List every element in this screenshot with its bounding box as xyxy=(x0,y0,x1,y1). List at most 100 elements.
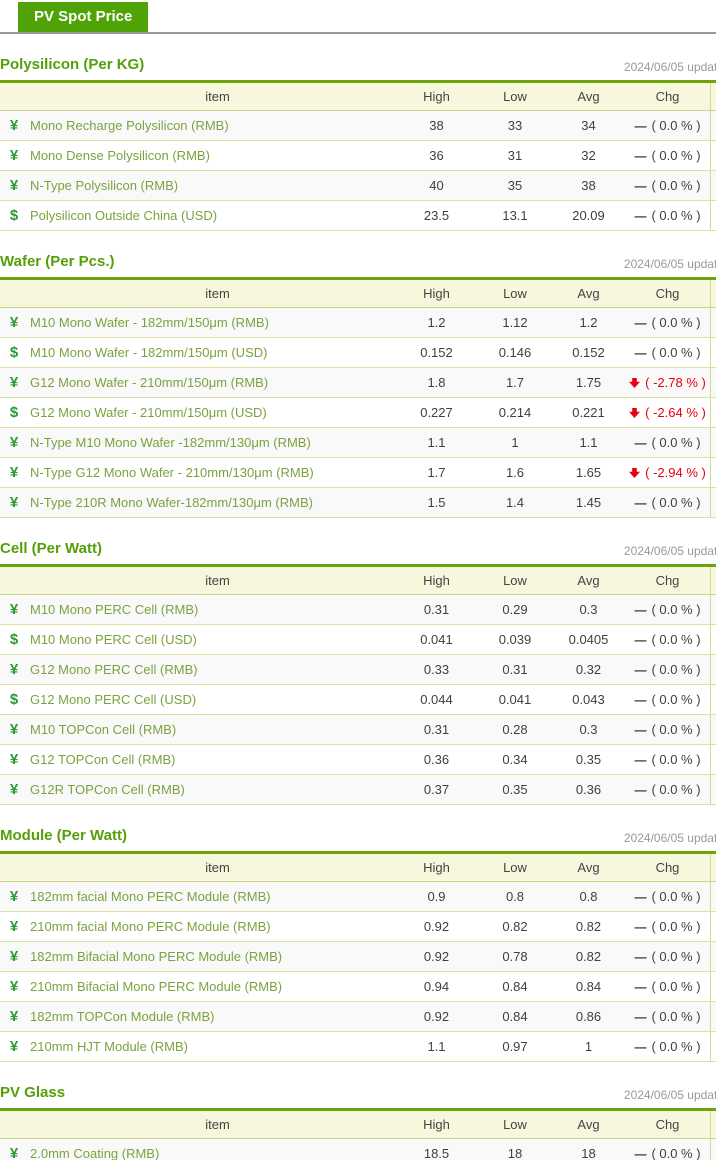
avg-value: 0.84 xyxy=(575,979,602,994)
low-value: 33 xyxy=(507,118,523,133)
currency-icon: ¥ xyxy=(9,781,19,798)
low-value: 0.146 xyxy=(498,345,532,360)
item-cell: ¥ 182mm Bifacial Mono PERC Module (RMB) xyxy=(0,948,395,965)
high-value: 0.94 xyxy=(423,979,450,994)
update-date: 2024/06/05 update xyxy=(623,544,716,558)
high-value: 0.9 xyxy=(427,889,446,904)
column-header-low: Low xyxy=(503,286,527,301)
clipped-column xyxy=(710,1111,716,1138)
price-section: Module (Per Watt) 2024/06/05 update item… xyxy=(0,826,716,1062)
chg-text: ( 0.0 % ) xyxy=(651,919,701,934)
chg-text: ( 0.0 % ) xyxy=(651,315,701,330)
flat-dash-icon: — xyxy=(634,315,647,330)
table-row: ¥ 210mm Bifacial Mono PERC Module (RMB) … xyxy=(0,972,716,1002)
clipped-column xyxy=(710,338,716,367)
chg-cell: — ( 0.0 % ) xyxy=(625,662,710,677)
chg-text: ( 0.0 % ) xyxy=(651,782,701,797)
price-table: item High Low Avg Chg ¥ Mono Recharge Po… xyxy=(0,80,716,231)
item-label: G12 TOPCon Cell (RMB) xyxy=(30,752,176,767)
chg-text: ( 0.0 % ) xyxy=(651,632,701,647)
chg-text: ( 0.0 % ) xyxy=(651,435,701,450)
currency-icon: $ xyxy=(9,691,19,708)
avg-value: 0.3 xyxy=(579,602,598,617)
low-value: 31 xyxy=(507,148,523,163)
item-cell: ¥ Mono Recharge Polysilicon (RMB) xyxy=(0,117,395,134)
table-row: $ G12 Mono PERC Cell (USD) 0.044 0.041 0… xyxy=(0,685,716,715)
price-table: item High Low Avg Chg ¥ 182mm facial Mon… xyxy=(0,851,716,1062)
chg-cell: — ( 0.0 % ) xyxy=(625,889,710,904)
down-arrow-icon xyxy=(629,407,641,418)
chg-cell: — ( 0.0 % ) xyxy=(625,495,710,510)
low-value: 0.039 xyxy=(498,632,532,647)
chg-text: ( 0.0 % ) xyxy=(651,1146,701,1160)
clipped-column xyxy=(710,368,716,397)
flat-dash-icon: — xyxy=(634,722,647,737)
table-body: ¥ 2.0mm Coating (RMB) 18.5 18 18 — ( 0.0… xyxy=(0,1139,716,1160)
table-row: ¥ Mono Recharge Polysilicon (RMB) 38 33 … xyxy=(0,111,716,141)
high-value: 0.152 xyxy=(420,345,453,360)
table-row: ¥ 182mm facial Mono PERC Module (RMB) 0.… xyxy=(0,882,716,912)
avg-value: 0.32 xyxy=(575,662,602,677)
table-row: ¥ N-Type G12 Mono Wafer - 210mm/130μm (R… xyxy=(0,458,716,488)
low-value: 18 xyxy=(507,1146,523,1160)
table-header-row: item High Low Avg Chg xyxy=(0,854,716,882)
item-label: M10 Mono PERC Cell (USD) xyxy=(30,632,197,647)
clipped-column xyxy=(710,685,716,714)
item-cell: ¥ 210mm HJT Module (RMB) xyxy=(0,1038,395,1055)
clipped-column xyxy=(710,912,716,941)
flat-dash-icon: — xyxy=(634,1009,647,1024)
item-cell: $ M10 Mono Wafer - 182mm/150μm (USD) xyxy=(0,344,395,361)
high-value: 0.041 xyxy=(420,632,453,647)
currency-icon: $ xyxy=(9,344,19,361)
column-header-high: High xyxy=(423,286,450,301)
item-cell: ¥ 182mm facial Mono PERC Module (RMB) xyxy=(0,888,395,905)
low-value: 1.12 xyxy=(502,315,528,330)
section-head: Wafer (Per Pcs.) 2024/06/05 update xyxy=(0,252,716,271)
avg-value: 0.0405 xyxy=(568,632,609,647)
item-cell: ¥ G12 Mono PERC Cell (RMB) xyxy=(0,661,395,678)
update-date: 2024/06/05 update xyxy=(623,257,716,271)
chg-text: ( -2.78 % ) xyxy=(645,375,706,390)
high-value: 40 xyxy=(429,178,444,193)
clipped-column xyxy=(710,882,716,911)
low-value: 0.84 xyxy=(502,1009,528,1024)
table-row: ¥ M10 Mono PERC Cell (RMB) 0.31 0.29 0.3… xyxy=(0,595,716,625)
table-header-row: item High Low Avg Chg xyxy=(0,1111,716,1139)
chg-text: ( -2.64 % ) xyxy=(645,405,706,420)
section-title: Cell (Per Watt) xyxy=(0,540,102,557)
currency-icon: ¥ xyxy=(9,888,19,905)
item-label: G12R TOPCon Cell (RMB) xyxy=(30,782,185,797)
item-label: G12 Mono Wafer - 210mm/150μm (RMB) xyxy=(30,375,269,390)
table-row: ¥ N-Type 210R Mono Wafer-182mm/130μm (RM… xyxy=(0,488,716,518)
chg-cell: — ( 0.0 % ) xyxy=(625,178,710,193)
high-value: 38 xyxy=(429,118,444,133)
column-header-avg: Avg xyxy=(577,1117,600,1132)
chg-cell: — ( 0.0 % ) xyxy=(625,118,710,133)
chg-cell: — ( 0.0 % ) xyxy=(625,1039,710,1054)
currency-icon: ¥ xyxy=(9,661,19,678)
update-date: 2024/06/05 update xyxy=(623,1088,716,1102)
column-header-item: item xyxy=(205,1117,230,1132)
table-row: ¥ N-Type M10 Mono Wafer -182mm/130μm (RM… xyxy=(0,428,716,458)
column-header-chg: Chg xyxy=(655,860,680,875)
currency-icon: $ xyxy=(9,207,19,224)
item-label: Polysilicon Outside China (USD) xyxy=(30,208,218,223)
chg-cell: — ( 0.0 % ) xyxy=(625,602,710,617)
chg-cell: — ( 0.0 % ) xyxy=(625,752,710,767)
flat-dash-icon: — xyxy=(634,435,647,450)
column-header-chg: Chg xyxy=(655,573,680,588)
item-cell: $ Polysilicon Outside China (USD) xyxy=(0,207,395,224)
price-section: Wafer (Per Pcs.) 2024/06/05 update item … xyxy=(0,252,716,518)
avg-value: 0.82 xyxy=(575,919,602,934)
item-cell: $ M10 Mono PERC Cell (USD) xyxy=(0,631,395,648)
currency-icon: ¥ xyxy=(9,494,19,511)
tab-pv-spot-price[interactable]: PV Spot Price xyxy=(18,2,149,32)
update-date: 2024/06/05 update xyxy=(623,831,716,845)
section-title: Module (Per Watt) xyxy=(0,827,127,844)
high-value: 1.2 xyxy=(427,315,446,330)
currency-icon: ¥ xyxy=(9,177,19,194)
item-cell: ¥ N-Type G12 Mono Wafer - 210mm/130μm (R… xyxy=(0,464,395,481)
column-header-high: High xyxy=(423,1117,450,1132)
